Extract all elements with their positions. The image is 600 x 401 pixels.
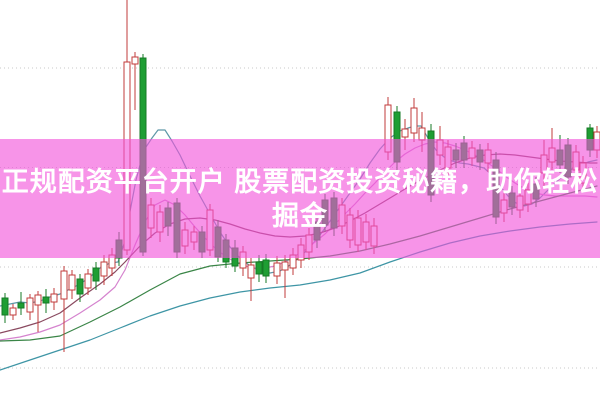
promo-title-line2: 掘金: [272, 200, 328, 231]
promo-title-line1: 正规配资平台开户 股票配资投资秘籍，助你轻松: [1, 166, 599, 197]
promo-banner-background: [0, 139, 600, 258]
chart-showthrough: [0, 139, 600, 258]
promo-banner-text: 正规配资平台开户 股票配资投资秘籍，助你轻松 掘金: [0, 139, 600, 258]
promo-ad-banner[interactable]: 正规配资平台开户 股票配资投资秘籍，助你轻松 掘金: [0, 139, 600, 258]
